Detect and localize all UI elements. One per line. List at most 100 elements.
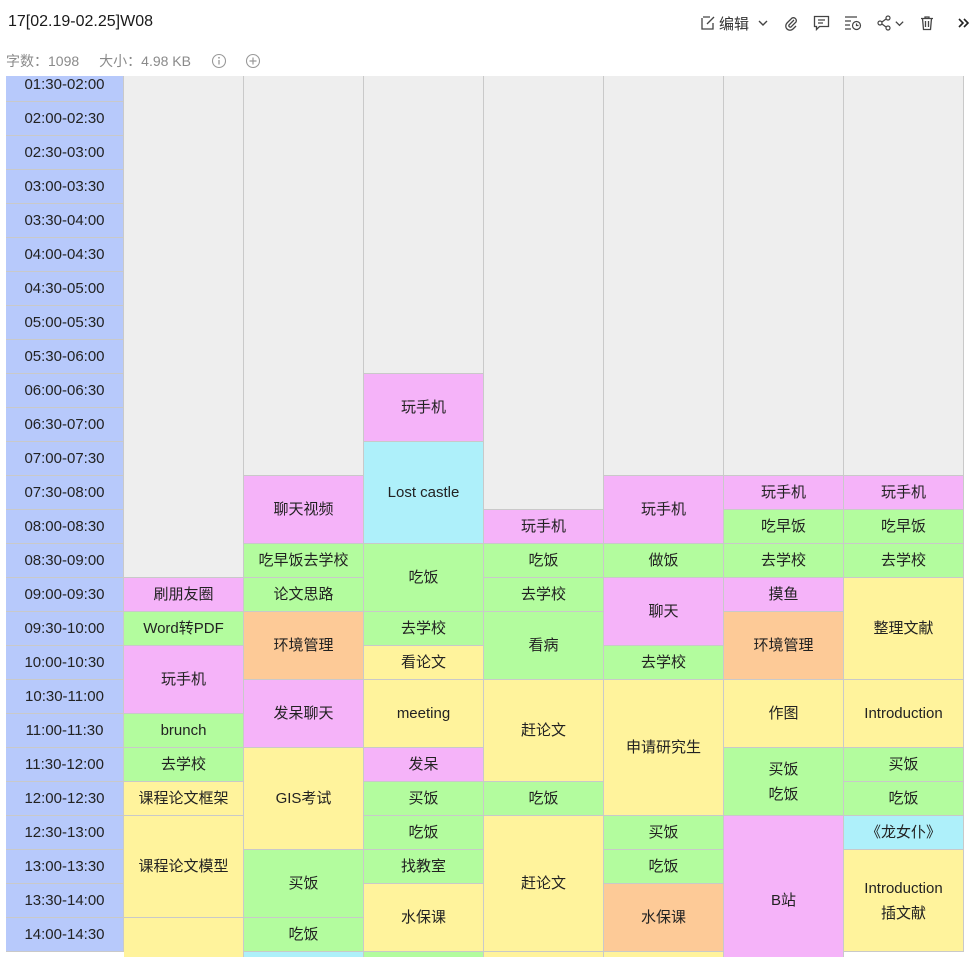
schedule-cell[interactable]: 吃饭 — [484, 782, 604, 816]
schedule-cell[interactable]: 买饭 — [244, 850, 364, 918]
time-slot-cell: 10:30-11:00 — [6, 680, 124, 714]
schedule-cell[interactable]: Introduction — [844, 680, 964, 748]
schedule-cell[interactable]: 发呆 — [364, 748, 484, 782]
chevron-down-icon[interactable] — [757, 17, 769, 29]
empty-cell[interactable] — [484, 952, 604, 957]
schedule-cell[interactable]: 课程论文模型 — [124, 816, 244, 918]
schedule-cell[interactable]: 去学校 — [844, 544, 964, 578]
schedule-cell[interactable]: 玩手机 — [724, 476, 844, 510]
schedule-cell[interactable]: 作图 — [724, 680, 844, 748]
schedule-cell[interactable]: 吃饭 — [364, 816, 484, 850]
history-button[interactable] — [844, 10, 862, 36]
time-slot-cell: 02:00-02:30 — [6, 102, 124, 136]
attachment-button[interactable] — [783, 10, 799, 36]
schedule-cell[interactable]: 买饭 — [364, 782, 484, 816]
schedule-cell[interactable]: 赶论文 — [484, 680, 604, 782]
schedule-cell[interactable]: brunch — [124, 714, 244, 748]
schedule-cell[interactable]: 申请研究生 — [604, 680, 724, 816]
time-slot-cell: 03:00-03:30 — [6, 170, 124, 204]
schedule-cell[interactable]: 聊天 — [604, 578, 724, 646]
schedule-cell[interactable]: meeting — [364, 680, 484, 748]
empty-cell[interactable] — [244, 76, 364, 476]
edit-button[interactable]: 编辑 — [700, 10, 769, 36]
schedule-cell[interactable]: 《龙女仆》 — [844, 816, 964, 850]
empty-cell[interactable] — [364, 76, 484, 374]
schedule-cell[interactable]: 水保课 — [364, 884, 484, 952]
time-slot-cell: 08:00-08:30 — [6, 510, 124, 544]
schedule-cell[interactable]: 吃饭 — [364, 544, 484, 612]
empty-cell[interactable] — [364, 952, 484, 957]
schedule-cell[interactable]: 摸鱼 — [724, 578, 844, 612]
schedule-cell[interactable]: 论文思路 — [244, 578, 364, 612]
schedule-cell[interactable]: Word转PDF — [124, 612, 244, 646]
schedule-cell[interactable]: 整理文献 — [844, 578, 964, 680]
schedule-cell[interactable]: 去学校 — [484, 578, 604, 612]
schedule-cell[interactable]: 买饭 — [604, 816, 724, 850]
empty-cell[interactable] — [244, 952, 364, 957]
comment-button[interactable] — [813, 10, 830, 36]
edit-label: 编辑 — [718, 15, 749, 33]
empty-cell[interactable] — [604, 76, 724, 476]
empty-cell[interactable] — [604, 952, 724, 957]
edit-icon — [700, 15, 716, 31]
empty-cell[interactable] — [724, 76, 844, 476]
note-header: 17[02.19-02.25]W08 编辑 — [0, 0, 977, 76]
comment-icon — [813, 15, 830, 31]
schedule-cell[interactable]: 买饭 — [844, 748, 964, 782]
schedule-cell[interactable]: B站 — [724, 816, 844, 957]
schedule-cell[interactable]: 环境管理 — [244, 612, 364, 680]
attachment-icon — [783, 15, 799, 31]
schedule-cell[interactable]: 吃早饭去学校 — [244, 544, 364, 578]
time-slot-cell: 11:00-11:30 — [6, 714, 124, 748]
schedule-cell[interactable]: GIS考试 — [244, 748, 364, 850]
schedule-cell[interactable]: 环境管理 — [724, 612, 844, 680]
schedule-cell[interactable]: 看病 — [484, 612, 604, 680]
scrollbar-track[interactable] — [966, 76, 977, 957]
collapse-button[interactable] — [957, 10, 971, 36]
schedule-cell[interactable]: 玩手机 — [844, 476, 964, 510]
schedule-cell[interactable]: 水保课 — [604, 884, 724, 952]
schedule-cell[interactable]: 吃饭 — [844, 782, 964, 816]
file-size: 大小：4.98 KB — [99, 53, 191, 69]
time-slot-cell: 05:00-05:30 — [6, 306, 124, 340]
schedule-cell[interactable]: 看论文 — [364, 646, 484, 680]
schedule-cell[interactable]: 玩手机 — [124, 646, 244, 714]
time-slot-cell: 07:30-08:00 — [6, 476, 124, 510]
schedule-cell[interactable]: 聊天视频 — [244, 476, 364, 544]
schedule-cell[interactable]: 去学校 — [724, 544, 844, 578]
share-button[interactable] — [876, 10, 905, 36]
schedule-cell[interactable]: 吃饭 — [244, 918, 364, 952]
schedule-cell[interactable]: 赶论文 — [484, 816, 604, 952]
schedule-cell[interactable]: 去学校 — [124, 748, 244, 782]
schedule-cell[interactable]: 吃早饭 — [724, 510, 844, 544]
schedule-cell[interactable]: 去学校 — [364, 612, 484, 646]
empty-cell[interactable] — [484, 76, 604, 510]
schedule-cell[interactable]: 玩手机 — [484, 510, 604, 544]
schedule-cell[interactable]: 吃早饭 — [844, 510, 964, 544]
empty-cell[interactable] — [124, 76, 244, 578]
time-slot-cell: 01:30-02:00 — [6, 76, 124, 102]
schedule-cell[interactable]: 课程论文框架 — [124, 782, 244, 816]
schedule-cell[interactable]: 买饭 吃饭 — [724, 748, 844, 816]
schedule-cell[interactable]: 发呆聊天 — [244, 680, 364, 748]
info-icon[interactable] — [211, 53, 227, 69]
toolbar: 编辑 — [686, 10, 971, 36]
time-slot-cell: 12:00-12:30 — [6, 782, 124, 816]
schedule-cell[interactable]: 刷朋友圈 — [124, 578, 244, 612]
schedule-cell[interactable]: Lost castle — [364, 442, 484, 544]
add-circle-icon[interactable] — [245, 53, 261, 69]
schedule-cell[interactable]: 做饭 — [604, 544, 724, 578]
time-slot-cell: 04:30-05:00 — [6, 272, 124, 306]
schedule-cell[interactable]: 玩手机 — [364, 374, 484, 442]
empty-cell[interactable] — [844, 76, 964, 476]
schedule-cell[interactable]: 吃饭 — [604, 850, 724, 884]
schedule-cell[interactable]: 去学校 — [604, 646, 724, 680]
delete-button[interactable] — [919, 10, 935, 36]
empty-cell[interactable] — [124, 918, 244, 957]
double-chevron-right-icon — [957, 16, 971, 30]
schedule-cell[interactable]: 玩手机 — [604, 476, 724, 544]
schedule-cell[interactable]: 找教室 — [364, 850, 484, 884]
schedule-cell[interactable]: Introduction 插文献 — [844, 850, 964, 952]
schedule-cell[interactable]: 吃饭 — [484, 544, 604, 578]
note-title: 17[02.19-02.25]W08 — [8, 13, 153, 30]
